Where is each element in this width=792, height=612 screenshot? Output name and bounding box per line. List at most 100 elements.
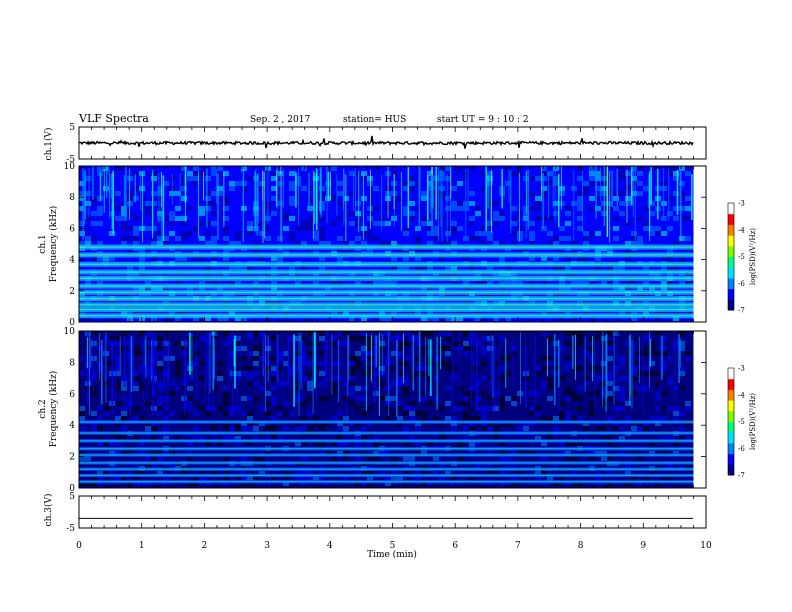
ch2-spectrogram-cell	[589, 391, 595, 396]
ch2-spectrogram-cell	[391, 411, 397, 416]
ch2-spectrogram-cell	[403, 441, 409, 446]
ch2-spectrogram-cell	[535, 411, 541, 416]
ch2-spectrogram-cell	[589, 411, 595, 416]
ch2-spectrogram-cell	[661, 416, 667, 421]
ch1-spectrogram-cell	[637, 181, 643, 186]
ch1-spectrogram-cell	[421, 221, 427, 226]
ch1-spectrogram-cell	[655, 166, 661, 171]
ch2-spectrogram-cell	[163, 436, 169, 441]
ch1-spectrogram-cell	[181, 196, 187, 201]
ch1-spectrogram-cell	[643, 226, 649, 231]
ch1-spectrogram-cell	[337, 181, 343, 186]
ch1-spectrogram-cell	[115, 191, 121, 196]
ch1-spectrogram-cell	[355, 236, 361, 241]
ch2-spectrogram-cell	[661, 336, 667, 341]
ch2-spectrogram-cell	[391, 471, 397, 476]
ch2-spectrogram-cell	[643, 386, 649, 391]
ch2-spectrogram-cell	[283, 481, 289, 486]
ch2-spectrogram-cell	[385, 331, 391, 336]
ch1-spectrogram-cell	[235, 236, 241, 241]
ch1-spectrogram-cell	[181, 181, 187, 186]
ch1-spectrogram-cell	[493, 316, 499, 321]
ch1-spectrogram-cell	[643, 206, 649, 211]
ch2-spectrogram-cell	[115, 356, 121, 361]
ch1-spectrogram-cell	[589, 176, 595, 181]
ch2-spectrogram-cell	[535, 471, 541, 476]
ch1-spectrogram-cell	[301, 186, 307, 191]
ch2-spectrogram-cell	[619, 436, 625, 441]
ch2-spectrogram-cell	[259, 406, 265, 411]
ch2-spectrogram-cell	[487, 376, 493, 381]
ch1-spectrogram-cell	[673, 266, 679, 271]
ch1-spectrogram-cell	[613, 281, 619, 286]
ch2-spectrogram-cell	[565, 481, 571, 486]
ch2-spectrogram-cell	[529, 406, 535, 411]
ch2-spectrogram-cell	[421, 411, 427, 416]
ch1-spectrogram-cell	[247, 176, 253, 181]
ch2-spectrogram-cell	[349, 366, 355, 371]
ch2-spectrogram-cell	[565, 441, 571, 446]
ch1-spectrogram-cell	[319, 256, 325, 261]
ch1-spectrogram-cell	[199, 171, 205, 176]
ch2-spectrogram-cell	[547, 416, 553, 421]
ch1-spectrogram-cell	[391, 216, 397, 221]
ch1-spectrogram-cell	[199, 236, 205, 241]
ch1-spectrogram-cell	[475, 231, 481, 236]
ch1-spectrogram-cell	[595, 266, 601, 271]
ch2-spectrogram-cell	[499, 366, 505, 371]
ch1-spectrogram-cell	[499, 281, 505, 286]
ch2-spectrogram-cell	[679, 366, 685, 371]
ch1-spectrogram-cell	[409, 216, 415, 221]
ch2-spectrogram-cell	[427, 361, 433, 366]
ch1-spectrogram-cell	[211, 241, 217, 246]
ch2-spectrogram-cell	[493, 426, 499, 431]
ch2-spectrogram-cell	[607, 436, 613, 441]
ch2-spectrogram-cell	[415, 441, 421, 446]
ch2-spectrogram-cell	[115, 416, 121, 421]
ch2-spectrogram-cell	[355, 456, 361, 461]
ch2-spectrogram-cell	[139, 386, 145, 391]
ch2-spectrogram-cell	[331, 416, 337, 421]
ch1-spectrogram-cell	[337, 201, 343, 206]
ch1-spectrogram-cell	[619, 201, 625, 206]
ch2-spectrogram-cell	[667, 406, 673, 411]
ch2-spectrogram-cell	[685, 356, 691, 361]
ch2-spectrogram-cell	[601, 376, 607, 381]
ch2-spectrogram-cell	[331, 341, 337, 346]
ch2-spectrogram-cell	[223, 341, 229, 346]
ch2-spectrogram-cell	[469, 331, 475, 336]
ch1-spectrogram-cell	[223, 171, 229, 176]
ch2-spectrogram-cell	[643, 366, 649, 371]
ch2-spectrogram-cell	[601, 401, 607, 406]
ch1-spectrogram-cell	[481, 211, 487, 216]
ch2-spectrogram-cell	[145, 426, 151, 431]
ch1-spectrogram-cell	[421, 266, 427, 271]
ch2-spectrogram-cell	[493, 361, 499, 366]
ch2-spectrogram-cell	[319, 471, 325, 476]
ch2-spectrogram-cell	[271, 396, 277, 401]
ch2-spectrogram-cell	[397, 351, 403, 356]
ch2-spectrogram-cell	[223, 401, 229, 406]
ch2-spectrogram-cell	[235, 476, 241, 481]
ch1-spectrogram-cell	[181, 166, 187, 171]
ch1-spectrogram-cell	[301, 226, 307, 231]
ch2-spectrogram-cell	[403, 411, 409, 416]
ch1-spectrogram-cell	[541, 256, 547, 261]
ch1-spectrogram-cell	[193, 181, 199, 186]
ch1-spectrogram-cell	[85, 316, 91, 321]
ch1-spectrogram-cell	[475, 211, 481, 216]
ch2-spectrogram-cell	[163, 406, 169, 411]
ch1-spectrogram-cell	[631, 176, 637, 181]
ch2-spectrogram-cell	[595, 331, 601, 336]
ch1-spectrogram-cell	[427, 186, 433, 191]
ch2-spectrogram-ytick-label: 6	[69, 390, 75, 400]
ch1-spectrogram-ylabel: ch.1 Frequency (kHz)	[38, 206, 59, 283]
ch1-spectrogram-cell	[409, 186, 415, 191]
ch1-spectrogram-cell	[319, 231, 325, 236]
ch1-spectrogram-cell	[643, 186, 649, 191]
ch2-spectrogram-cell	[307, 426, 313, 431]
ch1-spectrogram-cell	[631, 166, 637, 171]
svg-text:ch.1: ch.1	[38, 234, 48, 253]
ch2-spectrogram-cell	[355, 471, 361, 476]
ch2-spectrogram-cell	[325, 331, 331, 336]
